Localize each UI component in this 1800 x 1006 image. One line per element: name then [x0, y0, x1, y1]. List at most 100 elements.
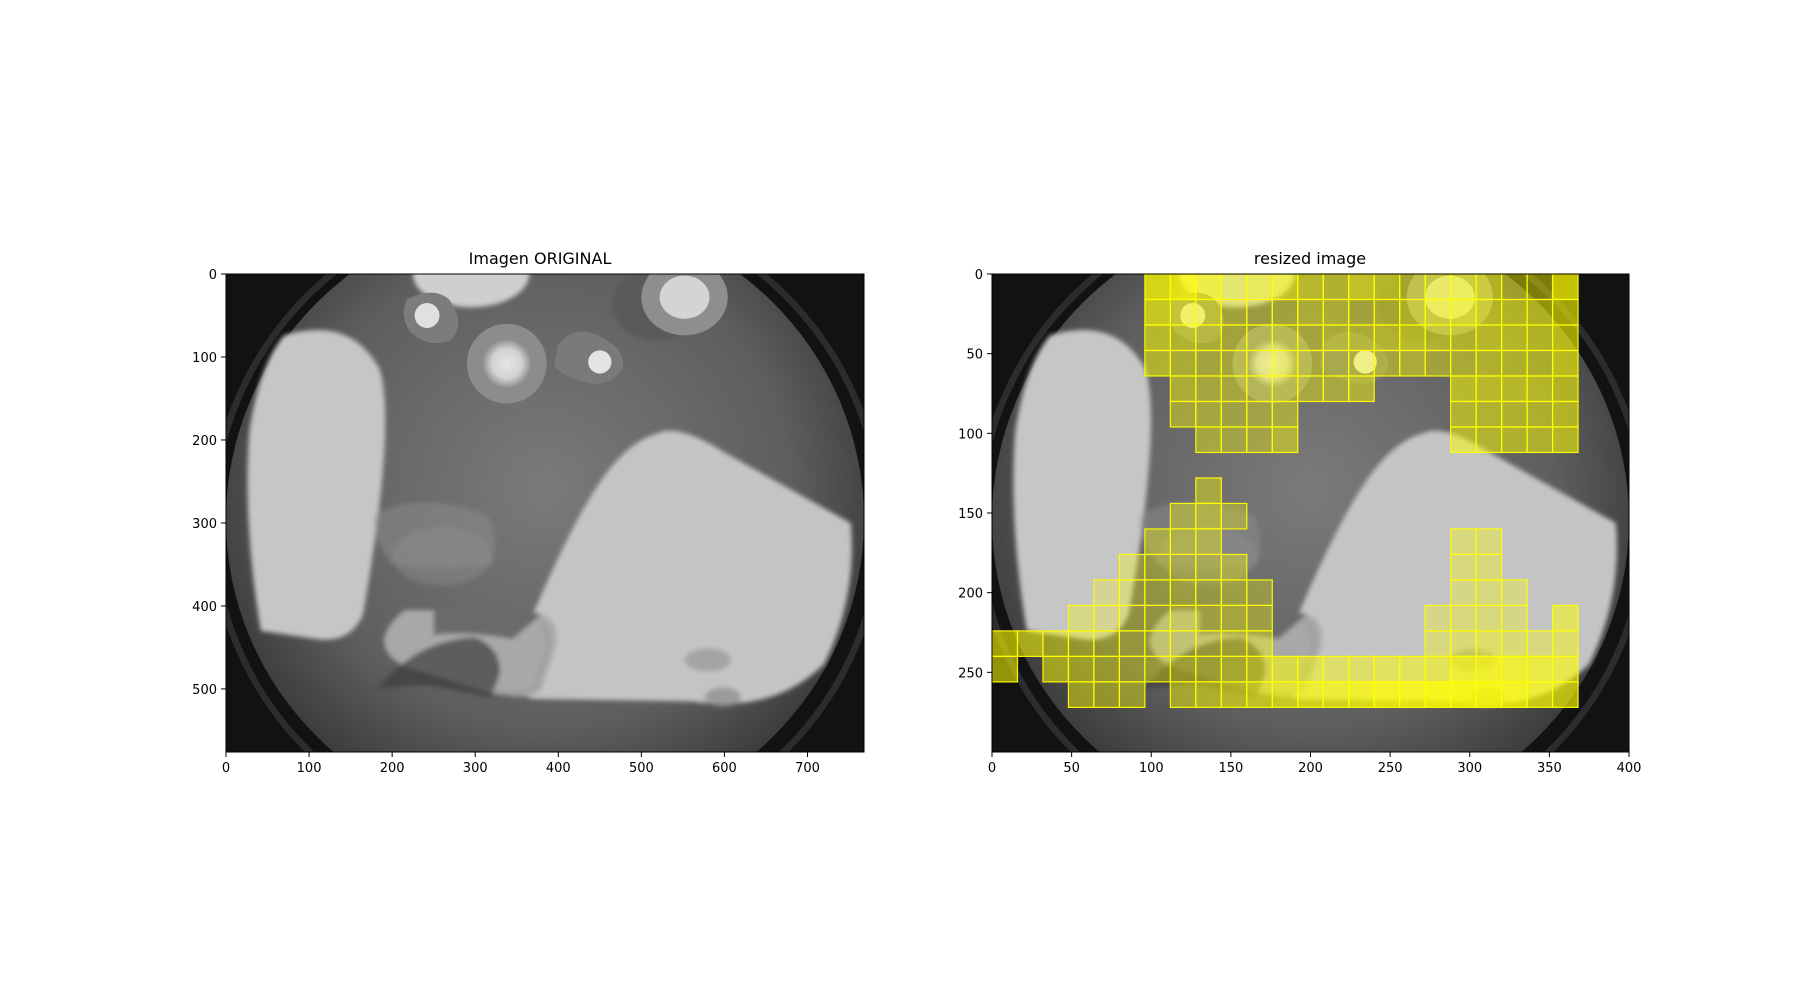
y-tick-label: 50 [966, 348, 983, 363]
heatmap-cell [1373, 298, 1401, 326]
heatmap-cell [1424, 349, 1452, 377]
heatmap-cell [1271, 298, 1299, 326]
x-tick-label: 300 [463, 761, 488, 776]
heatmap-cell [1042, 655, 1070, 683]
x-tick-label: 250 [1378, 761, 1403, 776]
heatmap-cell [1093, 604, 1121, 632]
heatmap-cell [1195, 400, 1222, 428]
heatmap-cell [1220, 579, 1248, 607]
y-tick-label: 500 [192, 683, 217, 698]
heatmap-cell [1500, 426, 1528, 454]
heatmap-cell [1399, 324, 1426, 352]
heatmap-cell [1169, 604, 1197, 632]
heatmap-cell [1348, 681, 1375, 708]
heatmap-cell [1220, 681, 1248, 708]
heatmap-cell [1220, 349, 1248, 377]
heatmap-cell [1246, 273, 1273, 301]
heatmap-cell [1195, 579, 1222, 607]
heatmap-cell [1144, 528, 1171, 556]
heatmap-cell [1271, 400, 1299, 428]
heatmap-cell [1500, 681, 1528, 708]
heatmap-cell [1220, 426, 1248, 454]
heatmap-cell [1551, 655, 1579, 683]
x-axis: 0 100 200 300 400 500 600 700 [222, 752, 820, 776]
heatmap-cell [1220, 375, 1248, 403]
heatmap-cell [1016, 630, 1044, 658]
heatmap-cell [1220, 553, 1248, 581]
panel-original: Imagen ORIGINAL 0 100 200 300 400 500 600 700 0… [192, 249, 865, 776]
x-tick-label: 400 [1617, 761, 1642, 776]
x-tick-label: 200 [380, 761, 405, 776]
heatmap-cell [1475, 298, 1503, 326]
heatmap-cell [1067, 604, 1095, 632]
heatmap-cell [1526, 298, 1554, 326]
y-axis: 0 50 100 150 200 250 [958, 268, 992, 681]
heatmap-cell [1500, 298, 1528, 326]
heatmap-cell [1195, 273, 1222, 301]
heatmap-cell [1246, 604, 1273, 632]
heatmap-cell [1348, 324, 1375, 352]
heatmap-cell [1551, 324, 1579, 352]
heatmap-cell [1450, 553, 1477, 581]
heatmap-cell [1246, 349, 1273, 377]
heatmap-cell [1450, 630, 1477, 658]
heatmap-cell [1551, 273, 1579, 301]
heatmap-cell [1067, 630, 1095, 658]
y-tick-label: 300 [192, 517, 217, 532]
heatmap-cell [1551, 375, 1579, 403]
x-tick-label: 150 [1218, 761, 1243, 776]
heatmap-cell [1246, 579, 1273, 607]
heatmap-cell [1475, 375, 1503, 403]
heatmap-cell [1475, 528, 1503, 556]
heatmap-cell [1475, 273, 1503, 301]
heatmap-cell [1297, 681, 1324, 708]
heatmap-cell [1169, 349, 1197, 377]
heatmap-cell [1220, 502, 1248, 530]
heatmap-cell [1144, 324, 1171, 352]
heatmap-cell [1348, 655, 1375, 683]
y-tick-label: 0 [975, 268, 983, 283]
heatmap-cell [1118, 630, 1146, 658]
heatmap-cell [1322, 375, 1350, 403]
heatmap-cell [1526, 400, 1554, 428]
x-tick-label: 0 [988, 761, 996, 776]
heatmap-cell [1348, 349, 1375, 377]
heatmap-cell [1195, 349, 1222, 377]
heatmap-cell [1551, 349, 1579, 377]
heatmap-cell [1271, 426, 1299, 454]
heatmap-cell [1373, 273, 1401, 301]
panel-title: resized image [1254, 249, 1366, 268]
heatmap-cell [1297, 375, 1324, 403]
heatmap-cell [1118, 604, 1146, 632]
heatmap-cell [1322, 349, 1350, 377]
heatmap-cell [1169, 655, 1197, 683]
heatmap-cell [1067, 655, 1095, 683]
heatmap-cell [1450, 273, 1477, 301]
heatmap-cell [1399, 273, 1426, 301]
heatmap-cell [1322, 298, 1350, 326]
heatmap-cell [1500, 655, 1528, 683]
x-tick-label: 50 [1063, 761, 1080, 776]
heatmap-cell [1500, 324, 1528, 352]
heatmap-cell [1348, 298, 1375, 326]
heatmap-cell [1348, 273, 1375, 301]
heatmap-cell [1297, 324, 1324, 352]
heatmap-cell [1093, 681, 1121, 708]
heatmap-cell [1373, 349, 1401, 377]
heatmap-cell [1118, 579, 1146, 607]
heatmap-cell [1093, 579, 1121, 607]
heatmap-cell [1144, 298, 1171, 326]
x-tick-label: 100 [297, 761, 322, 776]
y-axis: 0 100 200 300 400 500 [192, 268, 226, 698]
heatmap-cell [1373, 681, 1401, 708]
heatmap-cell [1169, 553, 1197, 581]
heatmap-cell [1297, 349, 1324, 377]
heatmap-cell [1169, 324, 1197, 352]
heatmap-cell [1526, 273, 1554, 301]
y-tick-label: 250 [958, 666, 983, 681]
axes-frame [225, 273, 865, 753]
heatmap-cell [1169, 375, 1197, 403]
heatmap-cell [1526, 375, 1554, 403]
x-tick-label: 400 [546, 761, 571, 776]
